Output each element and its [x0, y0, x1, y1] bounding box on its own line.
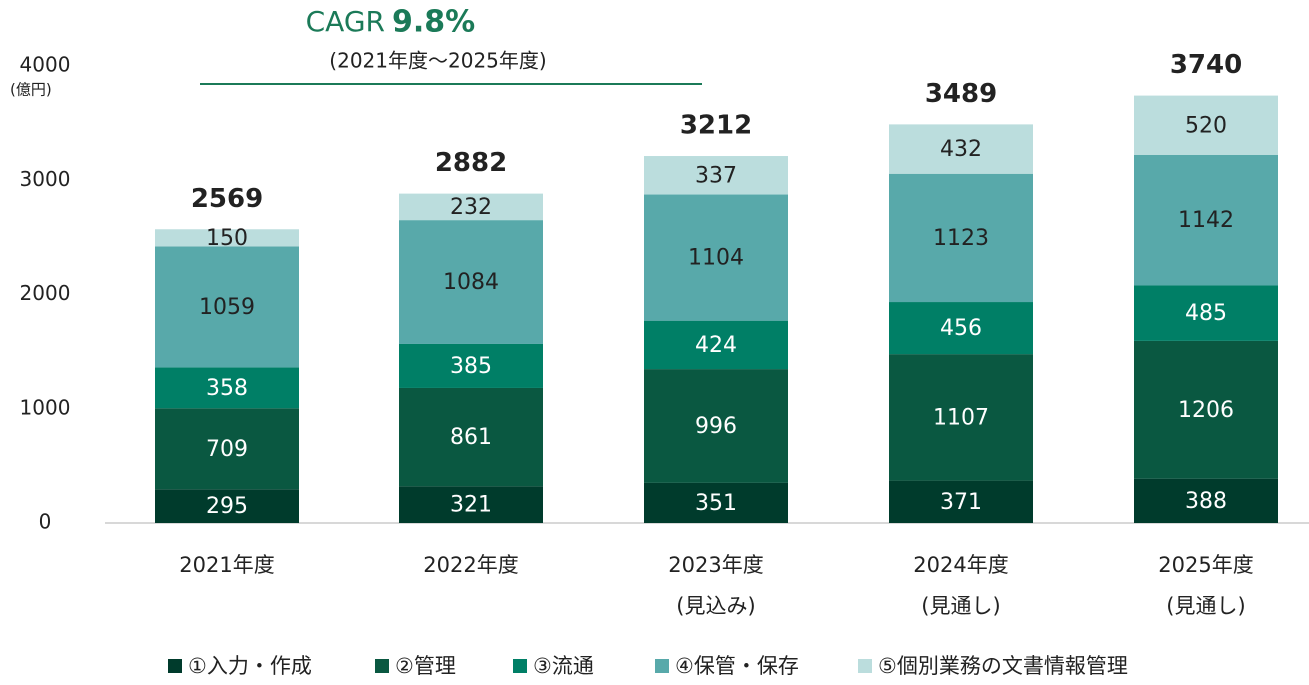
data-label: 371	[940, 490, 982, 515]
legend-label: ②管理	[395, 654, 456, 678]
data-label: 150	[206, 226, 248, 251]
legend-swatch	[858, 659, 872, 673]
bar-segment	[399, 486, 543, 523]
bar-segment	[644, 194, 788, 321]
bar-segment	[1134, 95, 1278, 156]
data-label: 424	[695, 333, 737, 358]
bar-segment	[155, 489, 299, 523]
cagr-period: (2021年度～2025年度)	[329, 49, 546, 73]
data-label: 520	[1185, 113, 1227, 138]
bar-segment	[889, 124, 1033, 174]
legend-label: ③流通	[533, 654, 594, 678]
y-unit: (億円)	[10, 81, 52, 99]
data-label: 337	[695, 163, 737, 188]
bar-segment	[889, 480, 1033, 523]
data-label: 1059	[199, 295, 255, 320]
x-tick-sublabel: (見込み)	[676, 594, 755, 618]
bar-segment	[1134, 285, 1278, 341]
bar-segment	[155, 408, 299, 490]
legend-label: ⑤個別業務の文書情報管理	[878, 654, 1128, 678]
bar-segment	[889, 354, 1033, 481]
data-label: 432	[940, 137, 982, 162]
data-label: 485	[1185, 301, 1227, 326]
bar-segment	[889, 302, 1033, 355]
data-label: 351	[695, 491, 737, 516]
cagr-value: 9.8%	[392, 5, 475, 40]
y-tick-label: 3000	[20, 167, 71, 191]
legend-label: ①入力・作成	[188, 654, 312, 678]
bar-segment	[155, 246, 299, 368]
x-tick-label: 2024年度	[913, 553, 1008, 577]
x-tick-label: 2021年度	[179, 553, 274, 577]
legend-swatch	[168, 659, 182, 673]
y-tick-label: 4000	[20, 53, 71, 77]
x-tick-label: 2025年度	[1158, 553, 1253, 577]
bar-segment	[155, 229, 299, 247]
legend-swatch	[513, 659, 527, 673]
x-tick-label: 2023年度	[668, 553, 763, 577]
data-label: 456	[940, 316, 982, 341]
x-tick-sublabel: (見通し)	[921, 594, 1000, 618]
data-label: 709	[206, 437, 248, 462]
bar-segment	[399, 193, 543, 221]
data-label: 1084	[443, 270, 499, 295]
x-tick-sublabel: (見通し)	[1166, 594, 1245, 618]
data-label: 1123	[933, 226, 989, 251]
data-label: 358	[206, 376, 248, 401]
bar-segment	[644, 156, 788, 195]
y-tick-label: 1000	[20, 395, 71, 419]
legend-swatch	[655, 659, 669, 673]
data-label: 861	[450, 425, 492, 450]
data-label: 321	[450, 493, 492, 518]
x-tick-label: 2022年度	[423, 553, 518, 577]
total-label: 3740	[1170, 50, 1242, 80]
data-label: 388	[1185, 489, 1227, 514]
total-label: 3212	[680, 111, 752, 141]
bar-segment	[644, 369, 788, 483]
bar-segment	[1134, 478, 1278, 523]
total-label: 3489	[925, 79, 997, 109]
y-tick-label: 0	[39, 510, 52, 534]
bar-segment	[399, 343, 543, 388]
bar-segment	[155, 367, 299, 409]
total-label: 2569	[191, 184, 263, 214]
bar-segment	[1134, 155, 1278, 286]
data-label: 295	[206, 494, 248, 519]
data-label: 232	[450, 195, 492, 220]
data-label: 1107	[933, 405, 989, 430]
legend-swatch	[375, 659, 389, 673]
bar-segment	[399, 387, 543, 487]
bar-segment	[399, 220, 543, 344]
bar-segment	[1134, 340, 1278, 479]
data-label: 1104	[688, 246, 744, 271]
bar-segment	[644, 320, 788, 370]
legend-label: ④保管・保存	[675, 654, 799, 678]
data-label: 1142	[1178, 208, 1234, 233]
cagr-prefix: CAGR	[306, 5, 385, 38]
y-tick-label: 2000	[20, 281, 71, 305]
total-label: 2882	[435, 148, 507, 178]
bar-segment	[644, 482, 788, 523]
data-label: 996	[695, 414, 737, 439]
data-label: 385	[450, 354, 492, 379]
bar-segment	[889, 173, 1033, 303]
data-label: 1206	[1178, 398, 1234, 423]
